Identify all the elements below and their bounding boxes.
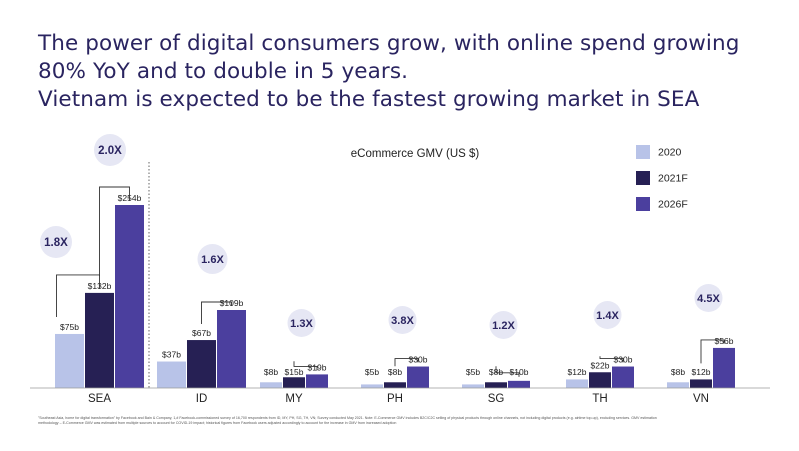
growth-bracket-sea-2020: [56, 274, 100, 317]
headline: The power of digital consumers grow, wit…: [38, 30, 788, 114]
growth-bracket-vn-2021f: [700, 339, 725, 364]
data-label-sg-2020: $5b: [466, 367, 480, 377]
growth-bubble-sea-2021f: [94, 134, 126, 166]
growth-bracket-id-2021f: [201, 301, 232, 325]
growth-bubble-id-2021f: [197, 244, 228, 274]
bar-ph-2020: [361, 384, 383, 388]
category-label-sg: SG: [488, 393, 505, 405]
growth-multiplier-id-2021f: 1.6X: [201, 254, 224, 266]
category-label-sea: SEA: [88, 393, 111, 405]
data-label-vn-2020: $8b: [671, 367, 685, 377]
data-label-id-2021f: $67b: [192, 328, 211, 338]
bar-ph-2021f: [384, 382, 406, 388]
growth-multiplier-th-2021f: 1.4X: [596, 310, 619, 322]
bar-sea-2026f: [115, 205, 144, 388]
bar-sg-2021f: [485, 382, 507, 388]
growth-bracket-th-2021f: [599, 356, 624, 363]
bar-my-2020: [260, 382, 282, 388]
data-label-ph-2020: $5b: [365, 367, 379, 377]
data-label-ph-2021f: $8b: [388, 367, 402, 377]
footnote: "Southeast Asia, home for digital transf…: [38, 416, 778, 426]
data-label-my-2021f: $15b: [285, 367, 304, 377]
growth-bracket-sg-2021f: [495, 366, 520, 377]
growth-multiplier-my-2021f: 1.3X: [290, 318, 313, 330]
data-label-id-2020: $37b: [162, 350, 181, 360]
bar-vn-2021f: [690, 379, 712, 388]
category-label-id: ID: [196, 393, 208, 405]
footnote-line-1: "Southeast Asia, home for digital transf…: [38, 416, 657, 420]
bar-vn-2020: [667, 382, 689, 388]
growth-multiplier-vn-2021f: 4.5X: [697, 293, 720, 305]
growth-bubble-sea-2020: [40, 226, 72, 258]
bar-ph-2026f: [407, 366, 429, 388]
data-label-my-2020: $8b: [264, 367, 278, 377]
headline-line-2: 80% YoY and to double in 5 years.: [38, 59, 409, 84]
legend-label-2021f: 2021F: [658, 173, 688, 185]
legend-label-2026f: 2026F: [658, 199, 688, 211]
growth-bubble-ph-2021f: [388, 306, 417, 334]
legend-swatch-2020: [636, 145, 650, 159]
legend-label-2020: 2020: [658, 147, 682, 159]
category-label-vn: VN: [693, 393, 709, 405]
legend: 2020 2021F 2026F: [636, 145, 688, 211]
growth-bracket-ph-2021f: [394, 358, 419, 367]
growth-bracket-sea-2021f: [99, 186, 130, 276]
legend-swatch-2021f: [636, 171, 650, 185]
bar-sg-2020: [462, 384, 484, 388]
growth-bracket-my-2021f: [293, 361, 318, 371]
growth-bubble-vn-2021f: [694, 284, 723, 312]
bar-th-2020: [566, 379, 588, 388]
category-label-th: TH: [592, 393, 607, 405]
data-label-th-2021f: $22b: [591, 360, 610, 370]
bar-my-2026f: [306, 374, 328, 388]
bar-id-2021f: [187, 340, 216, 388]
bar-sg-2026f: [508, 380, 530, 388]
legend-swatch-2026f: [636, 197, 650, 211]
data-label-vn-2021f: $12b: [692, 367, 711, 377]
bar-my-2021f: [283, 377, 305, 388]
bar-th-2021f: [589, 372, 611, 388]
headline-line-1: The power of digital consumers grow, wit…: [38, 31, 740, 56]
growth-multiplier-sg-2021f: 1.2X: [492, 320, 515, 332]
growth-multiplier-ph-2021f: 3.8X: [391, 315, 414, 327]
footnote-line-2: methodology – E-Commerce GMV was estimat…: [38, 421, 397, 425]
data-label-th-2020: $12b: [568, 367, 587, 377]
bar-th-2026f: [612, 366, 634, 388]
bar-id-2020: [157, 361, 186, 388]
bar-vn-2026f: [713, 347, 735, 388]
bar-sea-2021f: [85, 292, 114, 388]
growth-multiplier-sea-2021f: 2.0X: [98, 145, 122, 157]
growth-bubble-my-2021f: [287, 309, 316, 337]
headline-line-3: Vietnam is expected to be the fastest gr…: [38, 87, 700, 112]
bar-id-2026f: [217, 310, 246, 388]
bar-sea-2020: [55, 333, 84, 388]
growth-bubble-sg-2021f: [489, 311, 518, 339]
category-label-my: MY: [285, 393, 303, 405]
growth-multiplier-sea-2020: 1.8X: [44, 237, 68, 249]
growth-bubble-th-2021f: [593, 301, 622, 329]
data-label-sea-2020: $75b: [60, 322, 79, 332]
category-label-ph: PH: [387, 393, 403, 405]
chart-title: eCommerce GMV (US $): [351, 148, 480, 160]
data-label-sg-2026f: $10b: [510, 367, 529, 377]
